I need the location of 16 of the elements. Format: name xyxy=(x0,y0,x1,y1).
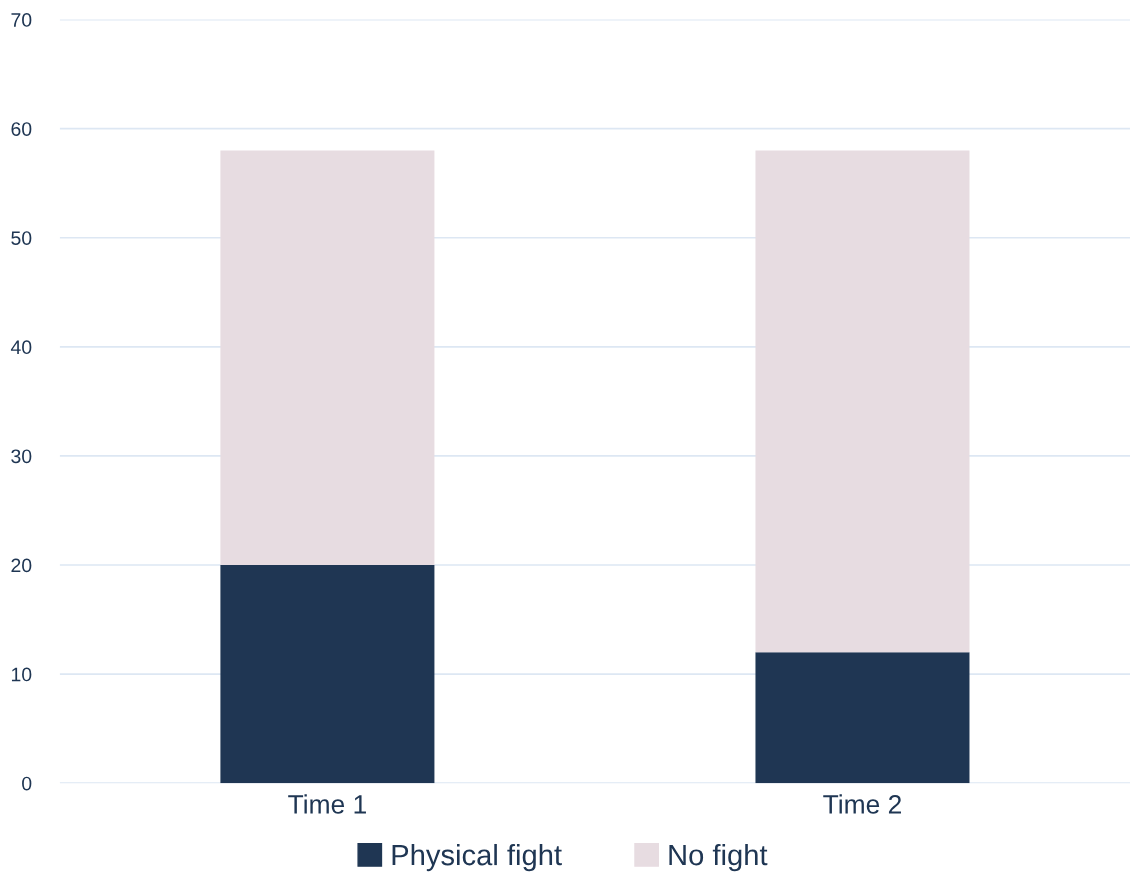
x-tick-label: Time 2 xyxy=(823,794,901,814)
y-tick-label: 70 xyxy=(11,13,32,27)
bar xyxy=(755,150,970,653)
y-tick-label: 60 xyxy=(11,122,32,136)
bar xyxy=(220,150,435,566)
y-tick-label: 10 xyxy=(11,667,32,682)
bar xyxy=(220,565,435,784)
legend-label: Physical fight xyxy=(392,843,562,872)
y-tick-label: 50 xyxy=(11,231,32,245)
bar xyxy=(755,652,970,784)
y-tick-label: 40 xyxy=(10,340,32,355)
y-tick-label: 30 xyxy=(11,449,32,464)
x-tick-label: Time 1 xyxy=(288,794,366,814)
y-tick-label: 20 xyxy=(11,558,32,573)
legend-label: No fight xyxy=(669,843,768,872)
y-tick-label: 0 xyxy=(22,776,32,791)
